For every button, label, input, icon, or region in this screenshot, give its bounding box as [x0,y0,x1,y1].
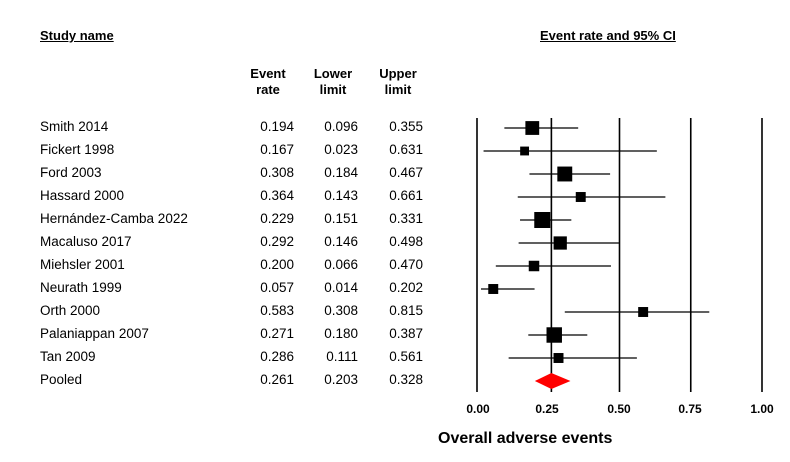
event-rate-value: 0.364 [260,188,294,203]
upper-limit-value: 0.467 [389,165,423,180]
lower-limit-header-line2: limit [319,82,347,97]
upper-limit-value: 0.631 [389,142,423,157]
upper-limit-header-line2: limit [384,82,412,97]
upper-limit-value: 0.661 [389,188,423,203]
lower-limit-header: Lower limit [305,66,361,98]
upper-limit-header-line1: Upper [379,66,417,81]
study-name: Ford 2003 [40,165,102,180]
x-axis-title: Overall adverse events [438,430,613,447]
x-tick-label: 0.50 [607,402,631,416]
lower-limit-value: 0.143 [324,188,358,203]
event-rate-value: 0.286 [260,349,294,364]
point-estimate [553,236,567,250]
point-estimate [638,307,649,317]
event-rate-value: 0.271 [260,326,294,341]
event-rate-value: 0.200 [260,257,294,272]
upper-limit-value: 0.470 [389,257,423,272]
point-estimate [553,353,564,363]
point-estimate [534,212,551,228]
study-name: Hernández-Camba 2022 [40,211,188,226]
event-rate-header: Event rate [240,66,296,98]
event-rate-value: 0.057 [260,280,294,295]
upper-limit-value: 0.815 [389,303,423,318]
lower-limit-value: 0.066 [324,257,358,272]
lower-limit-value: 0.151 [324,211,358,226]
upper-limit-value: 0.561 [389,349,423,364]
event-rate-value: 0.292 [260,234,294,249]
study-name: Tan 2009 [40,349,96,364]
lower-limit-value: 0.146 [324,234,358,249]
study-name: Miehsler 2001 [40,257,125,272]
lower-limit-value: 0.308 [324,303,358,318]
x-tick-label: 0.75 [678,402,702,416]
event-rate-header-line1: Event [250,66,286,81]
point-estimate [546,327,562,343]
point-estimate [525,121,540,135]
event-rate-header-line2: rate [256,82,280,97]
point-estimate [575,192,586,202]
upper-limit-value: 0.387 [389,326,423,341]
upper-limit-value: 0.331 [389,211,423,226]
pooled-diamond [534,373,571,389]
pooled-upper-limit-value: 0.328 [389,372,423,387]
lower-limit-value: 0.111 [326,349,358,364]
upper-limit-header: Upper limit [370,66,426,98]
point-estimate [520,146,530,156]
event-rate-value: 0.308 [260,165,294,180]
pooled-lower-limit-value: 0.203 [324,372,358,387]
study-name-header: Study name [40,28,114,43]
point-estimate [528,260,540,272]
upper-limit-value: 0.498 [389,234,423,249]
study-name: Fickert 1998 [40,142,115,157]
x-tick-label: 0.25 [535,402,559,416]
study-name: Smith 2014 [40,119,109,134]
study-name: Palaniappan 2007 [40,326,149,341]
study-name: Hassard 2000 [40,188,125,203]
study-name: Orth 2000 [40,303,101,318]
lower-limit-value: 0.184 [324,165,358,180]
x-tick-label: 0.00 [466,402,490,416]
lower-limit-value: 0.023 [324,142,358,157]
x-tick-label: 1.00 [750,402,774,416]
lower-limit-value: 0.180 [324,326,358,341]
point-estimate [488,284,499,294]
upper-limit-value: 0.202 [389,280,423,295]
pooled-event-rate-value: 0.261 [260,372,294,387]
lower-limit-value: 0.014 [324,280,358,295]
event-rate-value: 0.229 [260,211,294,226]
lower-limit-header-line1: Lower [313,66,353,81]
point-estimate [557,166,573,182]
pooled-name: Pooled [40,372,83,387]
study-name: Macaluso 2017 [40,234,132,249]
event-rate-value: 0.194 [260,119,294,134]
lower-limit-value: 0.096 [324,119,358,134]
event-rate-value: 0.167 [260,142,294,157]
upper-limit-value: 0.355 [389,119,423,134]
study-name: Neurath 1999 [40,280,122,295]
event-rate-value: 0.583 [260,303,294,318]
panel-title: Event rate and 95% CI [540,28,676,43]
